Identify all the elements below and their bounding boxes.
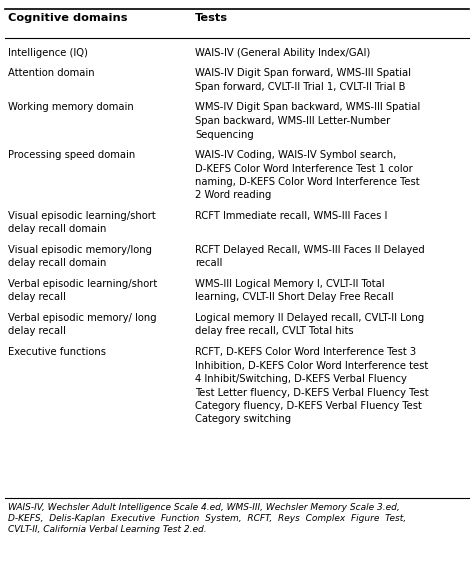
Text: WAIS-IV (General Ability Index/GAI): WAIS-IV (General Ability Index/GAI) <box>195 48 370 58</box>
Text: delay recall domain: delay recall domain <box>8 259 106 269</box>
Text: WAIS-IV Coding, WAIS-IV Symbol search,: WAIS-IV Coding, WAIS-IV Symbol search, <box>195 150 396 160</box>
Text: D-KEFS Color Word Interference Test 1 color: D-KEFS Color Word Interference Test 1 co… <box>195 163 413 174</box>
Text: delay recall domain: delay recall domain <box>8 224 106 235</box>
Text: Tests: Tests <box>195 13 228 23</box>
Text: RCFT Delayed Recall, WMS-III Faces II Delayed: RCFT Delayed Recall, WMS-III Faces II De… <box>195 245 425 255</box>
Text: Verbal episodic learning/short: Verbal episodic learning/short <box>8 279 157 289</box>
Text: WAIS-IV Digit Span forward, WMS-III Spatial: WAIS-IV Digit Span forward, WMS-III Spat… <box>195 68 411 79</box>
Text: delay recall: delay recall <box>8 293 66 302</box>
Text: RCFT, D-KEFS Color Word Interference Test 3: RCFT, D-KEFS Color Word Interference Tes… <box>195 347 416 357</box>
Text: Span backward, WMS-III Letter-Number: Span backward, WMS-III Letter-Number <box>195 116 390 126</box>
Text: naming, D-KEFS Color Word Interference Test: naming, D-KEFS Color Word Interference T… <box>195 177 419 187</box>
Text: Working memory domain: Working memory domain <box>8 102 134 113</box>
Text: recall: recall <box>195 259 222 269</box>
Text: Processing speed domain: Processing speed domain <box>8 150 135 160</box>
Text: WMS-IV Digit Span backward, WMS-III Spatial: WMS-IV Digit Span backward, WMS-III Spat… <box>195 102 420 113</box>
Text: Sequencing: Sequencing <box>195 129 254 140</box>
Text: Logical memory II Delayed recall, CVLT-II Long: Logical memory II Delayed recall, CVLT-I… <box>195 313 424 323</box>
Text: Inhibition, D-KEFS Color Word Interference test: Inhibition, D-KEFS Color Word Interferen… <box>195 361 428 370</box>
Text: Span forward, CVLT-II Trial 1, CVLT-II Trial B: Span forward, CVLT-II Trial 1, CVLT-II T… <box>195 82 405 92</box>
Text: Visual episodic memory/long: Visual episodic memory/long <box>8 245 152 255</box>
Text: RCFT Immediate recall, WMS-III Faces I: RCFT Immediate recall, WMS-III Faces I <box>195 211 387 221</box>
Text: Test Letter fluency, D-KEFS Verbal Fluency Test: Test Letter fluency, D-KEFS Verbal Fluen… <box>195 388 428 397</box>
Text: Verbal episodic memory/ long: Verbal episodic memory/ long <box>8 313 156 323</box>
Text: Attention domain: Attention domain <box>8 68 95 79</box>
Text: 4 Inhibit/Switching, D-KEFS Verbal Fluency: 4 Inhibit/Switching, D-KEFS Verbal Fluen… <box>195 374 407 384</box>
Text: D-KEFS,  Delis-Kaplan  Executive  Function  System,  RCFT,  Reys  Complex  Figur: D-KEFS, Delis-Kaplan Executive Function … <box>8 514 406 523</box>
Text: CVLT-II, California Verbal Learning Test 2.ed.: CVLT-II, California Verbal Learning Test… <box>8 525 207 534</box>
Text: Category switching: Category switching <box>195 415 291 424</box>
Text: Cognitive domains: Cognitive domains <box>8 13 128 23</box>
Text: delay recall: delay recall <box>8 327 66 336</box>
Text: Intelligence (IQ): Intelligence (IQ) <box>8 48 88 58</box>
Text: 2 Word reading: 2 Word reading <box>195 190 272 201</box>
Text: Category fluency, D-KEFS Verbal Fluency Test: Category fluency, D-KEFS Verbal Fluency … <box>195 401 422 411</box>
Text: delay free recall, CVLT Total hits: delay free recall, CVLT Total hits <box>195 327 354 336</box>
Text: learning, CVLT-II Short Delay Free Recall: learning, CVLT-II Short Delay Free Recal… <box>195 293 393 302</box>
Text: Visual episodic learning/short: Visual episodic learning/short <box>8 211 156 221</box>
Text: WMS-III Logical Memory I, CVLT-II Total: WMS-III Logical Memory I, CVLT-II Total <box>195 279 384 289</box>
Text: Executive functions: Executive functions <box>8 347 106 357</box>
Text: WAIS-IV, Wechsler Adult Intelligence Scale 4.ed, WMS-III, Wechsler Memory Scale : WAIS-IV, Wechsler Adult Intelligence Sca… <box>8 503 400 512</box>
